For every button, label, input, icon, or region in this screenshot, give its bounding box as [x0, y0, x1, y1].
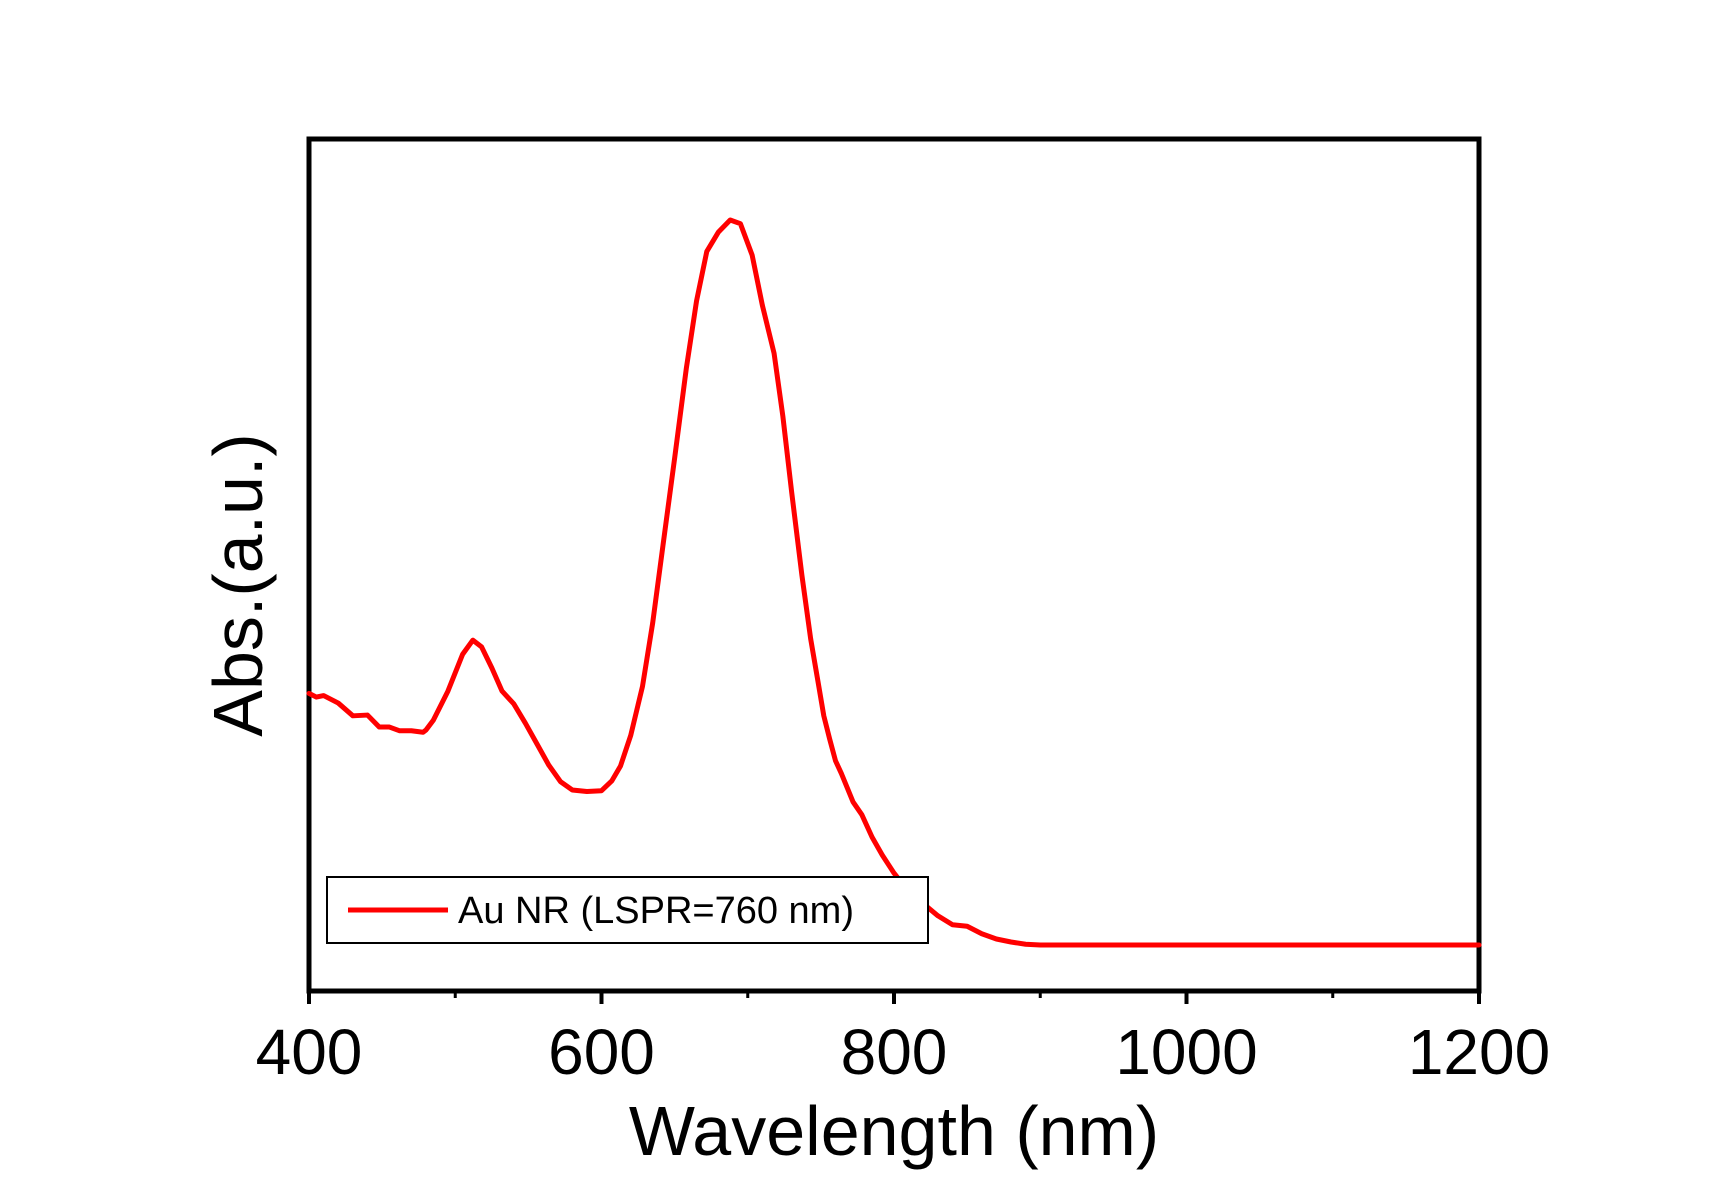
x-tick-label: 1200	[1408, 1016, 1550, 1088]
series-line-au-nr	[306, 217, 1482, 948]
x-axis-title: Wavelength (nm)	[629, 1092, 1159, 1170]
x-axis-tick-labels: 400 600 800 1000 1200	[256, 1016, 1551, 1088]
x-tick-label: 1000	[1115, 1016, 1257, 1088]
x-tick-label: 800	[841, 1016, 948, 1088]
y-axis-title: Abs.(a.u.)	[199, 433, 277, 736]
plot-frame	[306, 136, 1482, 994]
x-axis-ticks	[307, 991, 1481, 1004]
legend-label: Au NR (LSPR=760 nm)	[458, 890, 854, 932]
x-tick-label: 600	[548, 1016, 655, 1088]
x-tick-label: 400	[256, 1016, 363, 1088]
legend: Au NR (LSPR=760 nm)	[326, 876, 929, 944]
